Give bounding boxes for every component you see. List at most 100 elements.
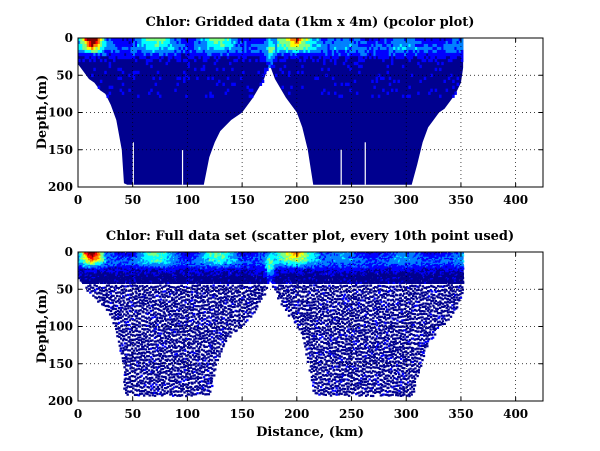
scatter-point xyxy=(139,261,142,264)
scatter-point xyxy=(153,389,156,392)
scatter-point xyxy=(86,254,90,257)
scatter-point xyxy=(92,280,95,283)
scatter-point xyxy=(139,273,142,276)
scatter-point xyxy=(135,378,138,381)
scatter-point xyxy=(81,268,84,271)
pcolor-cell xyxy=(91,46,94,51)
scatter-point xyxy=(172,320,175,323)
pcolor-cell xyxy=(169,52,173,57)
pcolor-cell xyxy=(325,55,328,60)
pcolor-cell xyxy=(95,38,98,42)
scatter-point xyxy=(142,272,146,275)
pcolor-cell xyxy=(340,40,344,45)
pcolor-cell xyxy=(193,49,197,54)
scatter-point xyxy=(168,253,171,256)
scatter-point xyxy=(115,304,119,308)
scatter-point xyxy=(134,302,137,305)
scatter-point xyxy=(178,267,181,270)
pcolor-cell xyxy=(119,49,123,54)
scatter-point xyxy=(191,280,195,283)
scatter-point xyxy=(118,260,121,263)
scatter-point xyxy=(160,324,164,328)
scatter-point xyxy=(93,252,96,255)
pcolor-cell xyxy=(163,43,166,48)
scatter-point xyxy=(184,278,188,281)
pcolor-cell xyxy=(443,55,446,60)
scatter-point xyxy=(135,327,138,330)
scatter-point xyxy=(158,255,162,258)
scatter-point xyxy=(134,384,137,387)
pcolor-cell xyxy=(185,46,188,51)
scatter-point xyxy=(205,336,209,339)
pcolor-cell xyxy=(408,46,411,51)
pcolor-cell xyxy=(393,52,396,57)
pcolor-cell xyxy=(106,52,109,57)
scatter-point xyxy=(155,314,158,317)
scatter-point xyxy=(198,362,201,365)
scatter-point xyxy=(87,257,91,261)
scatter-point xyxy=(114,307,117,311)
scatter-point xyxy=(122,257,125,261)
scatter-point xyxy=(183,295,186,298)
scatter-point xyxy=(166,337,170,340)
scatter-point xyxy=(142,315,145,318)
scatter-point xyxy=(105,295,109,299)
pcolor-cell xyxy=(309,55,313,60)
scatter-point xyxy=(191,263,195,267)
scatter-point xyxy=(131,353,134,357)
scatter-point xyxy=(158,328,161,332)
scatter-point xyxy=(164,337,167,340)
scatter-point xyxy=(138,333,142,336)
pcolor-cell xyxy=(268,64,271,69)
pcolor-cell xyxy=(358,55,361,60)
scatter-point xyxy=(100,289,104,292)
scatter-point xyxy=(205,269,208,273)
pcolor-cell xyxy=(196,43,199,48)
scatter-point xyxy=(114,278,117,281)
pcolor-cell xyxy=(301,49,304,54)
scatter-point xyxy=(124,253,128,256)
pcolor-cell xyxy=(434,67,438,72)
scatter-point xyxy=(201,280,205,283)
pcolor-cell xyxy=(323,46,326,51)
scatter-point xyxy=(140,268,143,271)
scatter-point xyxy=(79,279,83,282)
scatter-point xyxy=(125,327,128,330)
scatter-point xyxy=(172,257,175,261)
pcolor-cell xyxy=(312,46,315,51)
scatter-point xyxy=(186,321,189,324)
scatter-point xyxy=(95,267,99,270)
scatter-point xyxy=(175,305,179,308)
pcolor-cell xyxy=(417,46,420,51)
scatter-point xyxy=(193,308,196,311)
pcolor-cell xyxy=(250,52,254,57)
pcolor-cell xyxy=(187,61,190,66)
scatter-point xyxy=(141,337,144,340)
scatter-point xyxy=(181,267,184,270)
pcolor-cell xyxy=(255,52,258,57)
pcolor-cell xyxy=(312,38,315,42)
scatter-point xyxy=(109,273,112,276)
scatter-point xyxy=(190,394,193,397)
scatter-point xyxy=(174,261,177,264)
scatter-point xyxy=(116,257,119,261)
pcolor-cell xyxy=(296,55,300,60)
scatter-point xyxy=(189,361,193,364)
pcolor-cell xyxy=(126,52,129,57)
scatter-point xyxy=(101,273,105,276)
scatter-point xyxy=(81,255,84,258)
scatter-point xyxy=(152,271,156,274)
scatter-point xyxy=(109,280,113,283)
scatter-point xyxy=(159,268,163,271)
scatter-point xyxy=(111,272,114,275)
pcolor-cell xyxy=(401,38,405,42)
scatter-point xyxy=(172,291,175,294)
scatter-point xyxy=(163,390,166,393)
scatter-point xyxy=(120,259,123,262)
scatter-point xyxy=(137,275,140,279)
pcolor-cell xyxy=(386,52,390,57)
scatter-point xyxy=(118,310,121,314)
scatter-point xyxy=(138,330,142,333)
pcolor-cell xyxy=(117,55,120,60)
scatter-point xyxy=(190,370,194,373)
